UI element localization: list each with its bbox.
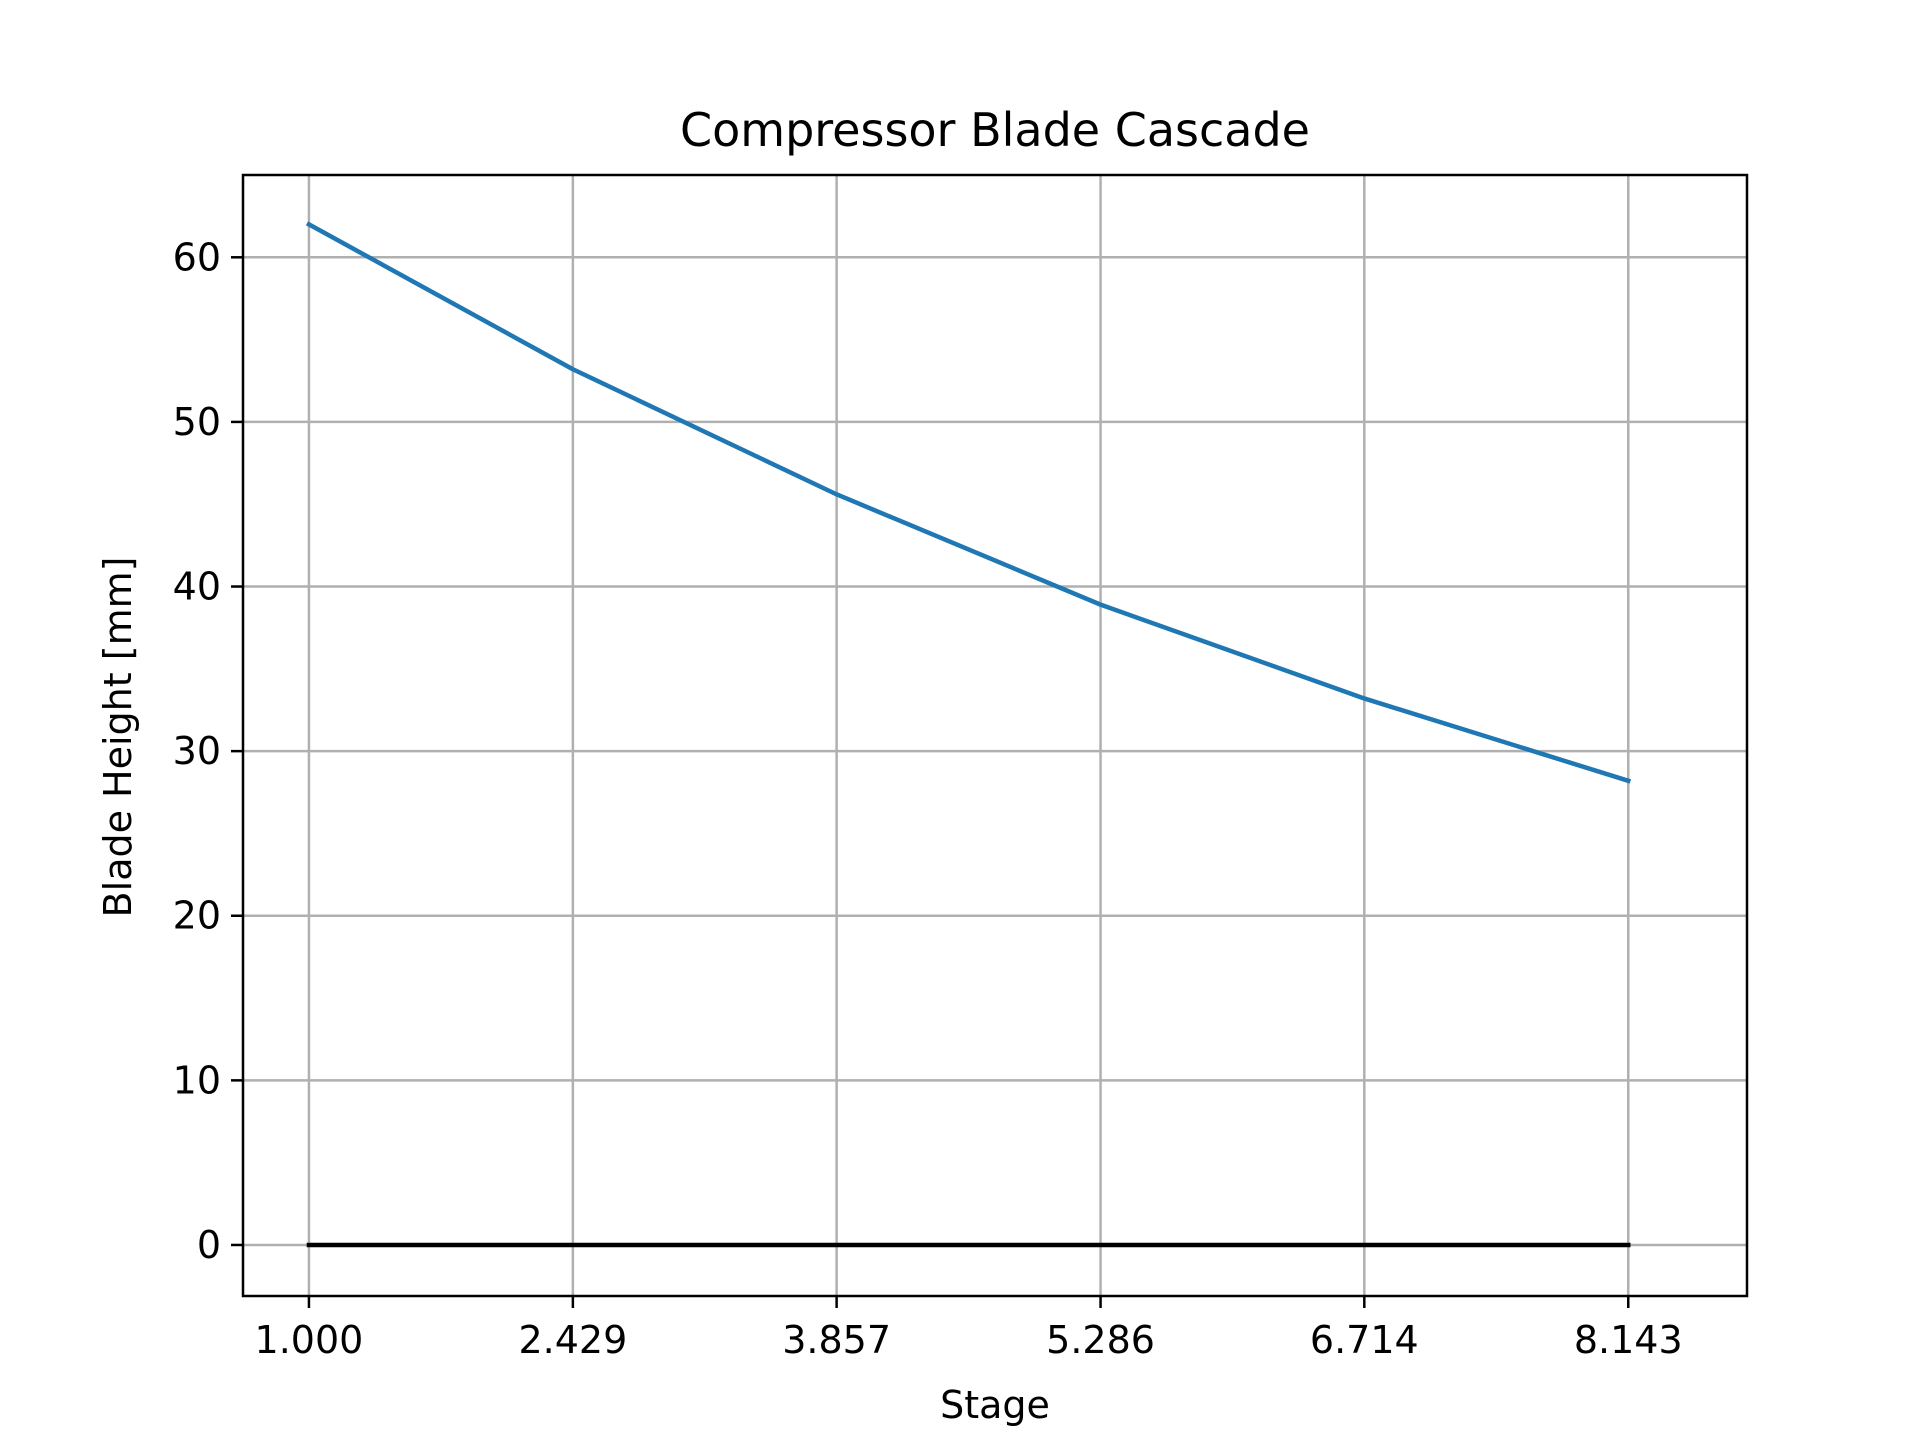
- grid: [243, 175, 1747, 1296]
- x-tick-label: 1.000: [255, 1318, 364, 1362]
- x-tick-label: 5.286: [1046, 1318, 1155, 1362]
- y-axis-label: Blade Height [mm]: [96, 557, 140, 918]
- y-tick-label: 40: [173, 565, 221, 609]
- series-layer: [305, 221, 1632, 1248]
- x-tick-label: 3.857: [782, 1318, 891, 1362]
- y-tick-label: 60: [173, 235, 221, 279]
- y-tick-label: 50: [173, 400, 221, 444]
- x-axis-label: Stage: [940, 1383, 1050, 1427]
- y-tick-label: 10: [173, 1058, 221, 1102]
- chart-title: Compressor Blade Cascade: [680, 103, 1310, 157]
- ticks: 1.000 2.429 3.857 5.286 6.714 8.143 0 10 20 30 40 5…: [173, 235, 1683, 1362]
- x-tick-label: 2.429: [518, 1318, 627, 1362]
- y-tick-label: 30: [173, 729, 221, 773]
- y-tick-label: 0: [197, 1223, 221, 1267]
- series-line-blade-height: [305, 221, 1632, 784]
- x-tick-label: 8.143: [1574, 1318, 1683, 1362]
- y-tick-label: 20: [173, 894, 221, 938]
- plot-frame: [241, 173, 1749, 1298]
- x-tick-label: 6.714: [1310, 1318, 1419, 1362]
